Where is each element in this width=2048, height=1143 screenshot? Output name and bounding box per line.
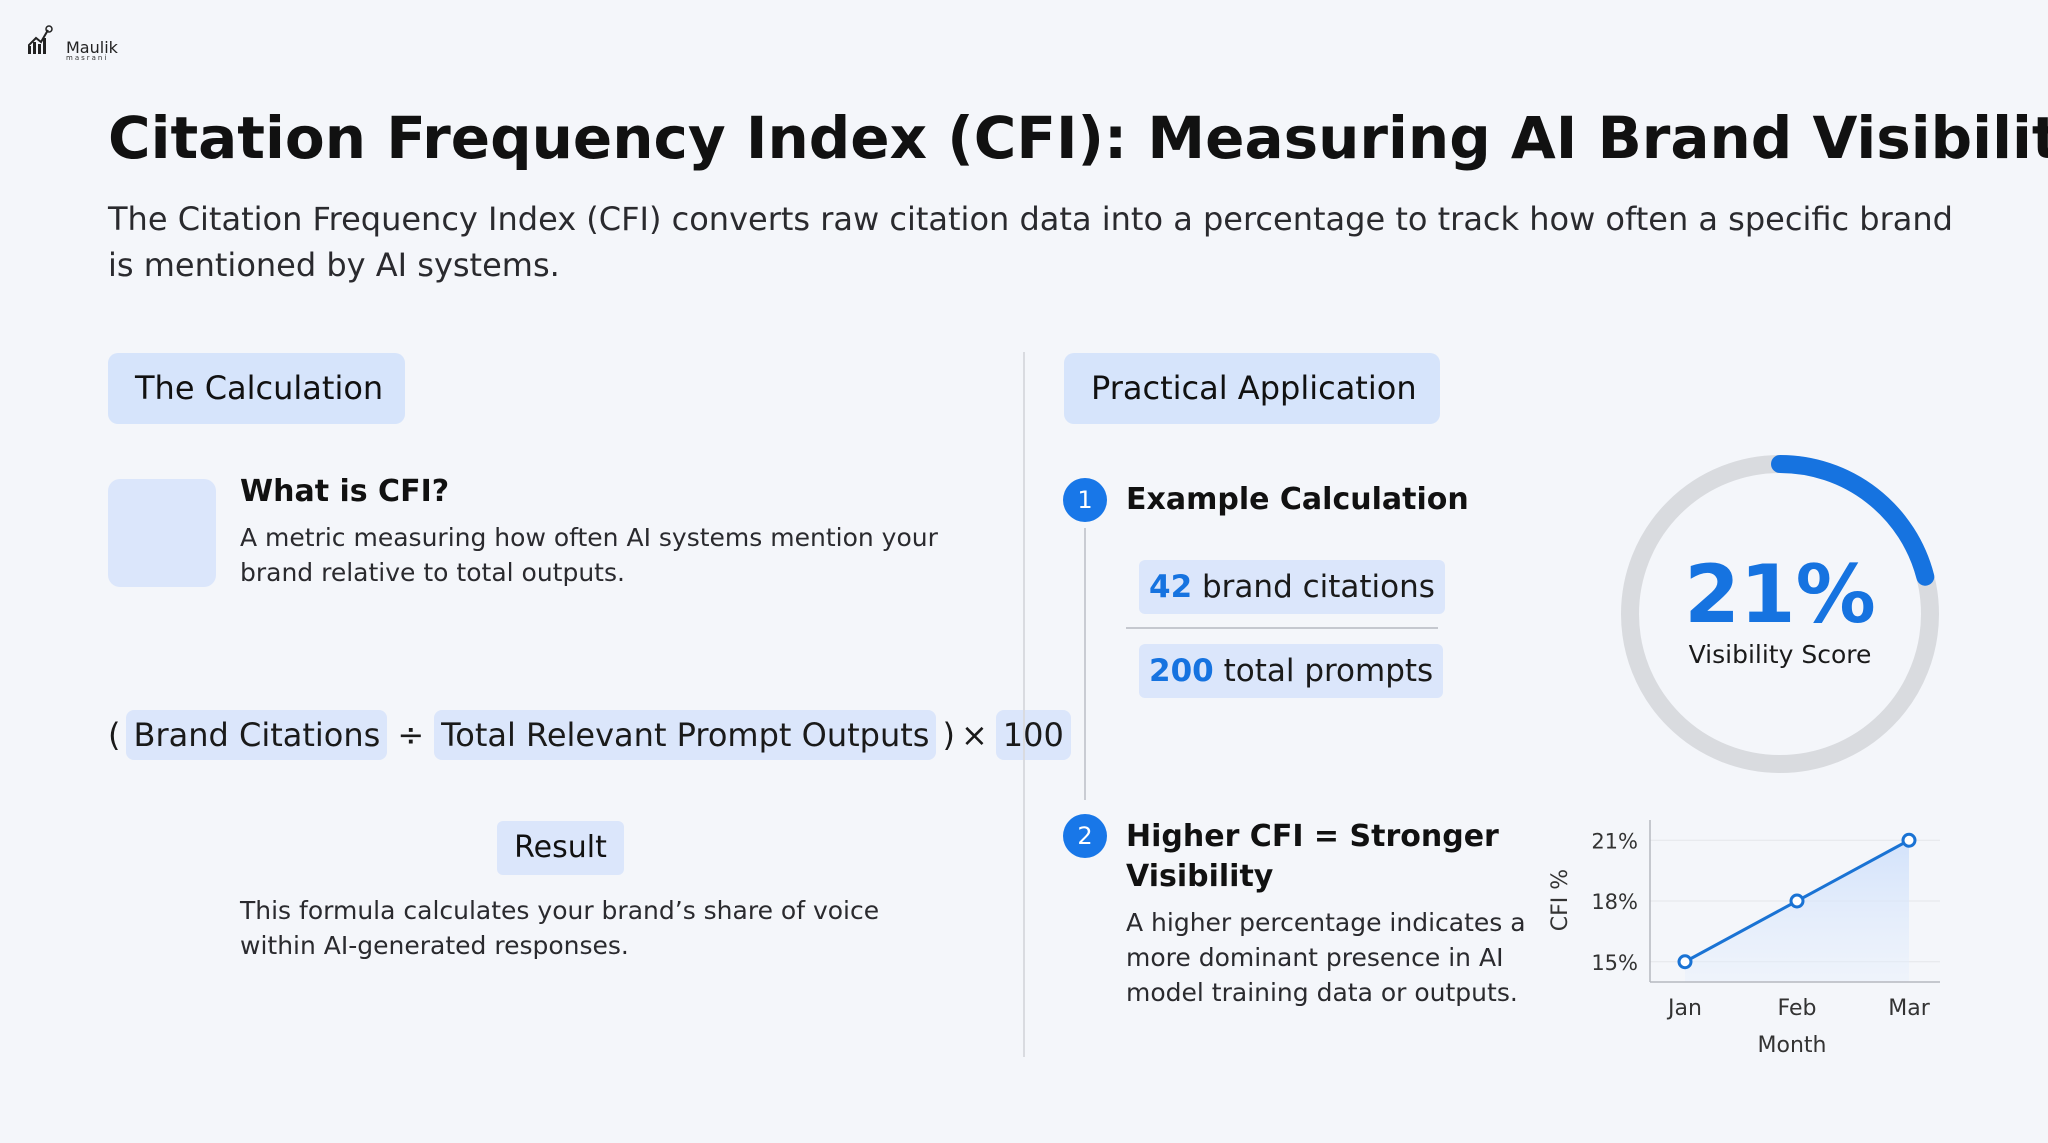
application-section-label: Practical Application: [1064, 353, 1440, 424]
prompts-value: 200: [1149, 653, 1214, 689]
gauge-fill-arc: [1771, 455, 1935, 586]
visibility-score-label: Visibility Score: [1688, 640, 1872, 669]
result-label: Result: [497, 821, 624, 875]
fraction-line: [1126, 627, 1438, 629]
logo-name: Maulik: [66, 38, 118, 57]
chart-data-point: [1901, 832, 1917, 848]
result-description: This formula calculates your brand’s sha…: [240, 896, 880, 960]
visibility-score-value: 21%: [1684, 548, 1876, 641]
chart-y-tick-label: 18%: [1591, 890, 1638, 914]
chart-y-axis-label: CFI %: [1548, 869, 1573, 931]
formula-open-paren: (: [108, 716, 121, 754]
example-calculation-heading: Example Calculation: [1126, 482, 1469, 517]
chart-data-point: [1677, 954, 1693, 970]
formula-brand-citations: Brand Citations: [126, 710, 388, 760]
chart-x-axis-label: Month: [1758, 1033, 1827, 1058]
step-connector-line: [1084, 528, 1086, 800]
formula-divide-sign: ÷: [397, 716, 425, 754]
chart-x-tick-label: Jan: [1666, 996, 1702, 1021]
higher-cfi-description: A higher percentage indicates a more dom…: [1126, 908, 1526, 1007]
formula-total-outputs: Total Relevant Prompt Outputs: [434, 710, 937, 760]
chart-x-tick-label: Mar: [1888, 996, 1930, 1021]
cfi-trend-chart: 15% 18% 21% Jan Feb Mar Month CFI %: [1548, 820, 1940, 1058]
page-title: Citation Frequency Index (CFI): Measurin…: [108, 104, 2048, 172]
formula-times-sign: ×: [960, 716, 988, 754]
page-subtitle: The Citation Frequency Index (CFI) conve…: [108, 200, 1953, 284]
what-is-cfi-description: A metric measuring how often AI systems …: [240, 523, 938, 587]
citations-label: brand citations: [1202, 569, 1435, 605]
higher-cfi-heading: Higher CFI = Stronger Visibility: [1126, 819, 1499, 894]
formula-close-paren: ): [942, 716, 955, 754]
cfi-placeholder-box: [108, 479, 216, 587]
what-is-cfi-heading: What is CFI?: [240, 474, 450, 509]
prompts-pill: 200 total prompts: [1139, 644, 1444, 698]
chart-x-tick-label: Feb: [1778, 996, 1817, 1021]
chart-area-fill: [1685, 840, 1909, 982]
citations-pill: 42 brand citations: [1139, 560, 1445, 614]
column-divider: [1023, 352, 1025, 1057]
formula-hundred: 100: [995, 710, 1071, 760]
chart-data-point: [1789, 893, 1805, 909]
step-1-badge: 1: [1063, 478, 1107, 522]
chart-y-tick-label: 15%: [1591, 951, 1638, 975]
step-2-badge: 2: [1063, 814, 1107, 858]
prompts-label: total prompts: [1223, 653, 1434, 689]
citations-value: 42: [1149, 569, 1193, 605]
visibility-score-gauge: [1621, 455, 1939, 773]
logo-icon: [28, 25, 53, 54]
cfi-formula: ( Brand Citations ÷ Total Relevant Promp…: [108, 710, 1071, 760]
calculation-section-label: The Calculation: [108, 353, 405, 424]
logo-subname: masrani: [66, 54, 109, 62]
chart-y-tick-label: 21%: [1591, 829, 1638, 853]
